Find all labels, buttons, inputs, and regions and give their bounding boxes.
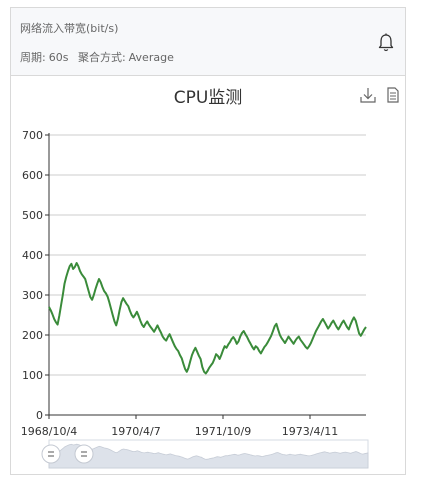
y-tick-label: 300 xyxy=(22,289,43,302)
x-tick-label: 1970/4/7 xyxy=(111,425,160,438)
x-tick-label: 1968/10/4 xyxy=(21,425,77,438)
zoom-handle-right[interactable] xyxy=(74,444,94,464)
aggregation-label: 聚合方式: xyxy=(77,51,126,64)
y-tick-label: 600 xyxy=(22,169,43,182)
series-line xyxy=(48,262,367,375)
y-tick-label: 0 xyxy=(36,409,43,422)
download-icon[interactable] xyxy=(359,86,377,104)
metric-meta: 周期: 60s 聚合方式: Average xyxy=(20,49,174,65)
x-tick-label: 1971/10/9 xyxy=(195,425,251,438)
y-tick-label: 700 xyxy=(22,129,43,142)
chart-area: CPU监测 0 100 200 300 400 500 600 700 1968/10/4 197… xyxy=(11,77,405,475)
metric-title: 网络流入带宽(bit/s) xyxy=(20,22,119,35)
document-icon[interactable] xyxy=(384,86,402,104)
period-value: 60s xyxy=(48,51,69,64)
zoom-handle-left[interactable] xyxy=(41,444,61,464)
period-label: 周期: xyxy=(20,51,46,64)
x-tick-label: 1973/4/11 xyxy=(282,425,338,438)
monitor-card: 网络流入带宽(bit/s) 周期: 60s 聚合方式: Average CPU监测 xyxy=(10,7,406,475)
zoom-slider-preview xyxy=(48,443,369,469)
y-tick-label: 200 xyxy=(22,329,43,342)
card-header: 网络流入带宽(bit/s) 周期: 60s 聚合方式: Average xyxy=(11,8,405,76)
line-chart: 0 100 200 300 400 500 600 700 1968/10/4 1970/4/7 1… xyxy=(21,129,369,469)
y-tick-label: 500 xyxy=(22,209,43,222)
aggregation-value: Average xyxy=(128,51,174,64)
bell-icon[interactable] xyxy=(375,32,397,54)
y-tick-label: 100 xyxy=(22,369,43,382)
y-tick-label: 400 xyxy=(22,249,43,262)
chart-title: CPU监测 xyxy=(173,88,243,108)
